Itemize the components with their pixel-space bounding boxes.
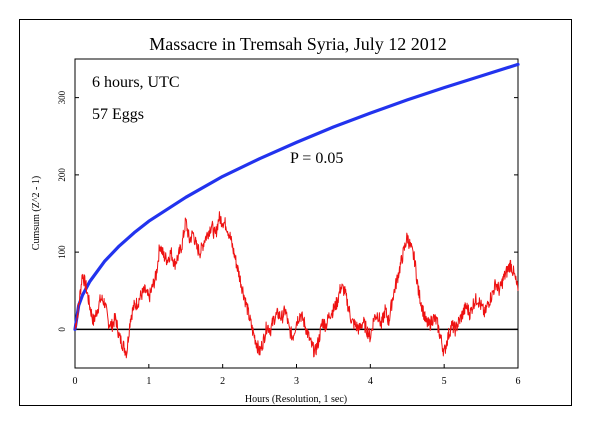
x-tick-label: 4 [368, 376, 373, 387]
x-tick-label: 0 [73, 376, 78, 387]
y-axis-label: Cumsum (Z^2 - 1) [31, 176, 42, 250]
x-tick-label: 1 [146, 376, 151, 387]
annotation-p-value: P = 0.05 [290, 150, 343, 167]
chart-title: Massacre in Tremsah Syria, July 12 2012 [149, 34, 446, 54]
y-tick-label: 0 [57, 327, 67, 332]
cumsum-trace [74, 211, 519, 359]
y-tick-label: 200 [57, 168, 67, 182]
x-tick-label: 5 [442, 376, 447, 387]
x-tick-label: 2 [220, 376, 225, 387]
x-tick-label: 3 [294, 376, 299, 387]
y-axis-ticks: 0 100 200 300 [57, 90, 518, 332]
x-axis-ticks: 0 1 2 3 4 5 6 [73, 364, 521, 387]
annotation-duration: 6 hours, UTC [92, 74, 180, 91]
x-tick-label: 6 [516, 376, 521, 387]
y-tick-label: 100 [57, 245, 67, 259]
p05-significance-curve [73, 62, 520, 331]
y-tick-label: 300 [57, 90, 67, 104]
x-axis-label: Hours (Resolution, 1 sec) [245, 394, 347, 405]
chart-frame [19, 19, 572, 406]
annotation-egg-count: 57 Eggs [92, 106, 144, 123]
